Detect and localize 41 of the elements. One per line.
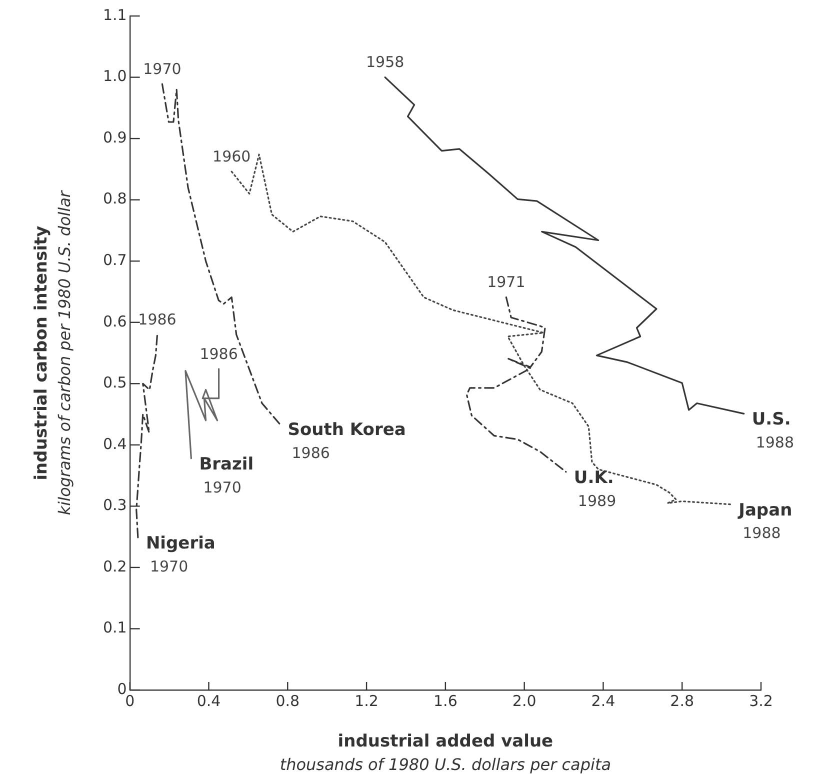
x-tick-label: 0.8 [276, 692, 300, 710]
annotation: 1989 [578, 492, 616, 510]
y-tick-label: 0.3 [102, 496, 127, 514]
x-tick-label: 2.4 [591, 692, 616, 710]
series-label: South Korea [288, 420, 406, 440]
series-label: Nigeria [146, 533, 216, 554]
x-tick-label: 2.8 [670, 692, 694, 710]
y-tick-label: 0.9 [102, 128, 127, 146]
series-label: U.S. [752, 410, 791, 430]
annotation: 1971 [487, 273, 526, 292]
annotation: 1970 [203, 478, 242, 496]
y-tick-label: 0.7 [102, 250, 127, 269]
line-series [466, 296, 567, 473]
x-tick-label: 2.0 [512, 692, 536, 710]
y-tick-label: 1.1 [102, 6, 127, 24]
series-label: Brazil [199, 454, 254, 474]
annotation: 1970 [143, 60, 182, 78]
annotation: 1970 [150, 557, 188, 576]
annotation: 1958 [366, 53, 404, 72]
y-tick-label: 0.8 [102, 190, 127, 208]
annotation: 1988 [742, 524, 781, 542]
y-tick-label: 0.1 [102, 618, 127, 637]
y-axis-title: industrial carbon intensity kilograms of carbon per 1980 U.S. dollar [31, 190, 74, 516]
y-tick-label: 0 [117, 680, 127, 698]
x-tick-label: 1.6 [434, 692, 458, 710]
x-tick-label: 0.4 [196, 692, 221, 710]
y-tick-label: 0.6 [102, 312, 127, 330]
y-tick-label: 0.2 [102, 557, 127, 576]
series-label: U.K. [574, 468, 614, 488]
annotation: 1988 [756, 434, 794, 452]
x-axis-title: industrial added value thousands of 1980 U.S. dollars per capita [280, 731, 612, 774]
x-tick-label: 3.2 [749, 692, 773, 710]
y-tick-label: 0.4 [102, 434, 127, 453]
annotation: 1986 [292, 444, 330, 462]
annotation: 1986 [138, 310, 176, 329]
annotation: 1986 [200, 344, 238, 363]
series-label: Japan [738, 500, 792, 520]
annotation: 1960 [212, 148, 251, 166]
y-tick-label: 0.5 [102, 374, 127, 392]
x-tick-label: 1.2 [354, 692, 378, 710]
y-tick-label: 1.0 [102, 67, 127, 86]
